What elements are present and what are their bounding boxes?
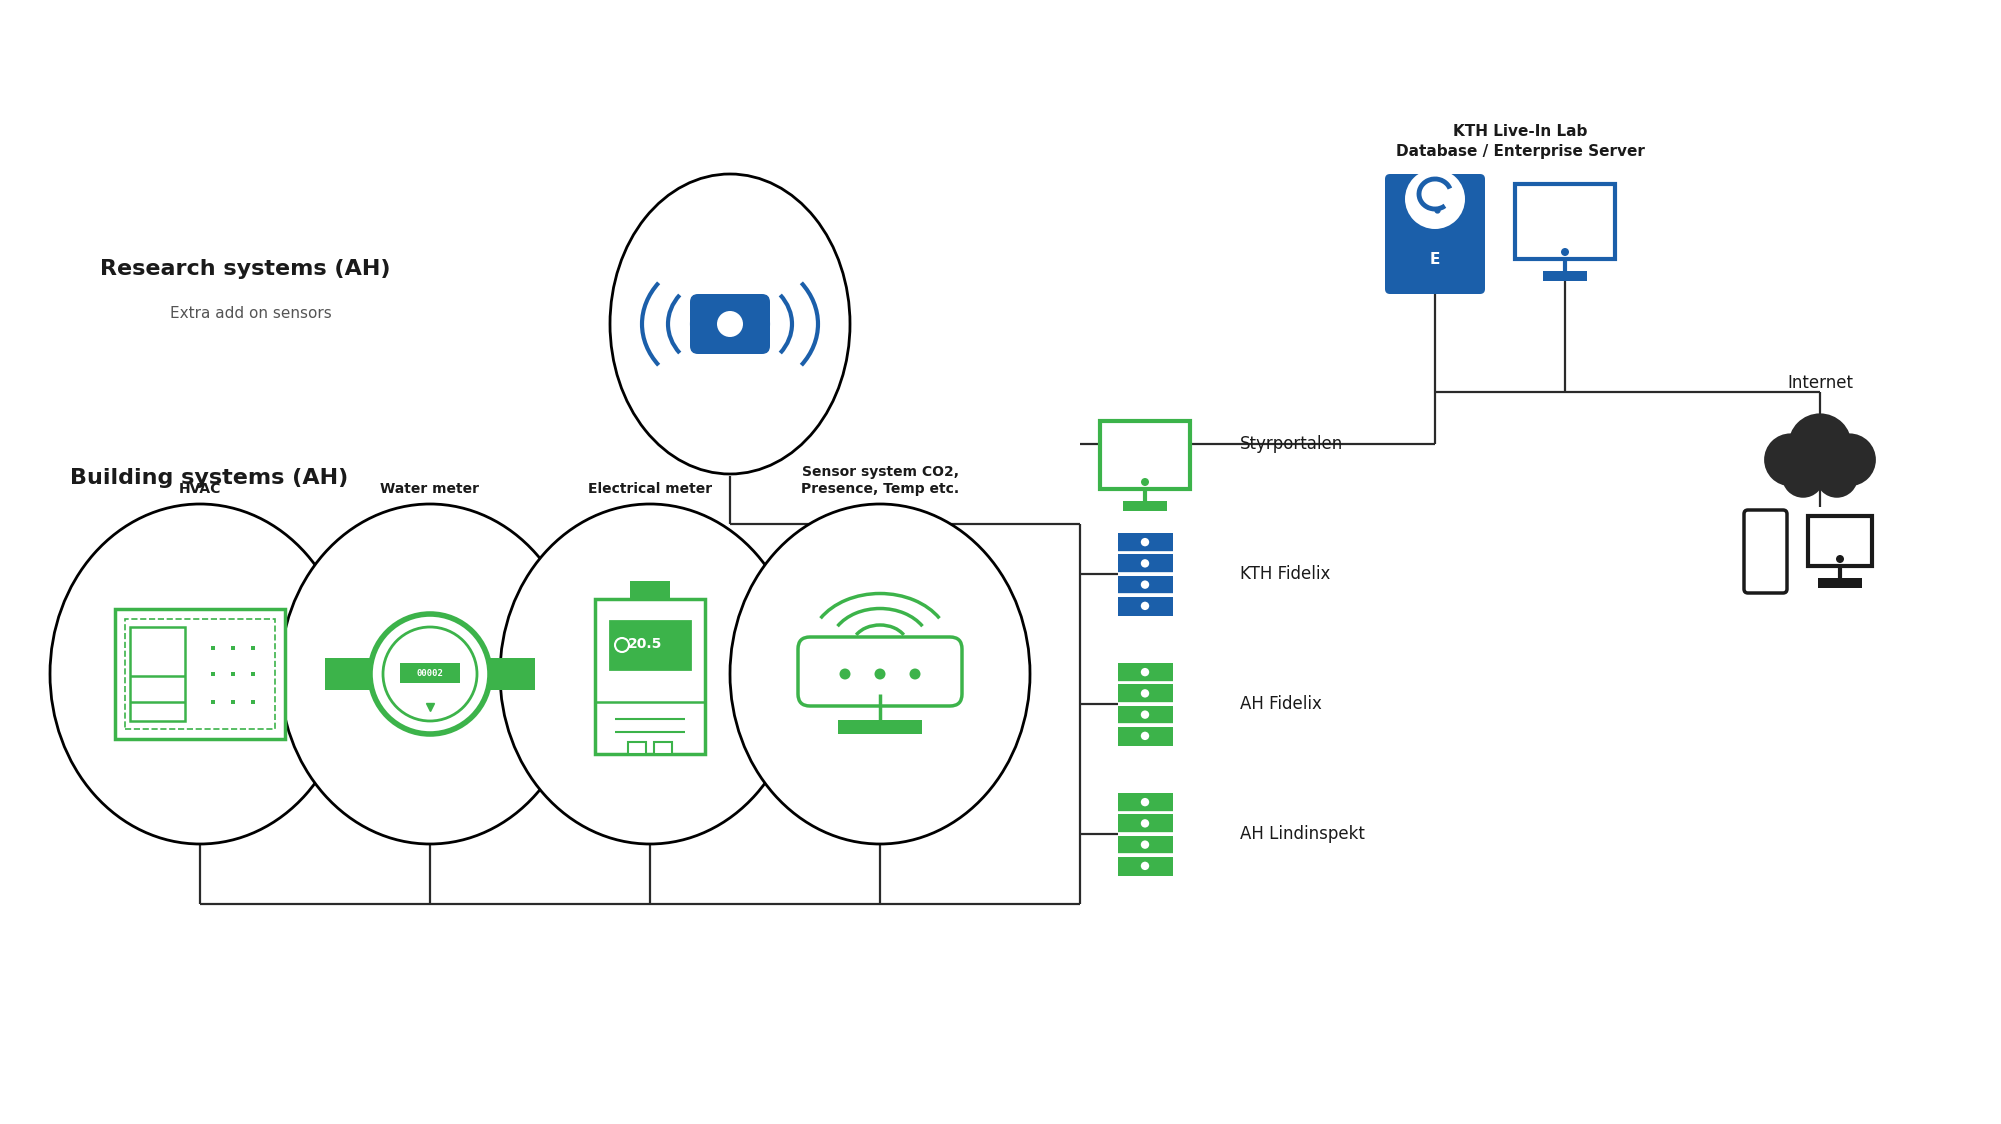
Circle shape xyxy=(614,638,628,652)
Circle shape xyxy=(1815,455,1859,498)
Ellipse shape xyxy=(610,174,850,474)
Text: HVAC: HVAC xyxy=(178,482,222,496)
Circle shape xyxy=(1141,732,1149,740)
Bar xyxy=(124,619,274,729)
Circle shape xyxy=(370,614,490,734)
Bar xyxy=(628,742,646,754)
Bar xyxy=(1117,597,1173,616)
Circle shape xyxy=(1405,169,1465,229)
Bar xyxy=(1117,554,1173,573)
Circle shape xyxy=(1141,862,1149,870)
Bar xyxy=(1117,706,1173,724)
Text: 20.5: 20.5 xyxy=(628,637,662,651)
Circle shape xyxy=(1141,819,1149,827)
Bar xyxy=(610,620,690,669)
Text: Extra add on sensors: Extra add on sensors xyxy=(170,307,332,321)
Text: KTH Live-In Lab
Database / Enterprise Server: KTH Live-In Lab Database / Enterprise Se… xyxy=(1395,124,1645,158)
Circle shape xyxy=(382,627,476,720)
Bar xyxy=(1543,271,1587,281)
Circle shape xyxy=(1141,798,1149,806)
FancyBboxPatch shape xyxy=(690,294,770,354)
Circle shape xyxy=(1141,559,1149,568)
Circle shape xyxy=(1561,248,1569,256)
FancyBboxPatch shape xyxy=(1745,510,1787,593)
Ellipse shape xyxy=(50,504,350,844)
Circle shape xyxy=(1141,689,1149,698)
Bar xyxy=(1515,184,1615,259)
FancyBboxPatch shape xyxy=(798,637,962,706)
Ellipse shape xyxy=(730,504,1031,844)
Text: Internet: Internet xyxy=(1787,374,1853,392)
Bar xyxy=(1123,501,1167,511)
Bar xyxy=(1117,835,1173,854)
Circle shape xyxy=(716,311,742,337)
Circle shape xyxy=(1141,710,1149,719)
Circle shape xyxy=(874,669,886,680)
Bar xyxy=(630,581,670,599)
Text: Water meter: Water meter xyxy=(380,482,480,496)
Bar xyxy=(1819,578,1863,588)
Text: AH Lindinspekt: AH Lindinspekt xyxy=(1241,825,1365,843)
Bar xyxy=(400,663,460,683)
Bar xyxy=(1807,516,1873,566)
Bar xyxy=(1117,533,1173,552)
Ellipse shape xyxy=(500,504,800,844)
Text: Electrical meter: Electrical meter xyxy=(588,482,712,496)
Bar xyxy=(1117,727,1173,745)
Text: AH Fidelix: AH Fidelix xyxy=(1241,695,1323,713)
Circle shape xyxy=(1141,478,1149,486)
Text: Research systems (AH): Research systems (AH) xyxy=(100,259,390,279)
Bar xyxy=(130,627,184,720)
Bar xyxy=(654,742,672,754)
Circle shape xyxy=(1141,538,1149,546)
Circle shape xyxy=(1141,841,1149,849)
Circle shape xyxy=(1789,414,1851,477)
Text: Styrportalen: Styrportalen xyxy=(1241,435,1343,453)
Text: Sensor system CO2,
Presence, Temp etc.: Sensor system CO2, Presence, Temp etc. xyxy=(800,464,958,496)
Circle shape xyxy=(1765,434,1817,487)
Text: E: E xyxy=(1431,252,1441,266)
Bar xyxy=(1117,685,1173,702)
Circle shape xyxy=(910,669,920,680)
Bar xyxy=(1117,575,1173,595)
Bar xyxy=(1117,856,1173,876)
Text: KTH Fidelix: KTH Fidelix xyxy=(1241,565,1331,583)
Ellipse shape xyxy=(280,504,580,844)
Bar xyxy=(1117,794,1173,812)
Circle shape xyxy=(1823,434,1875,487)
Bar xyxy=(324,658,534,690)
Circle shape xyxy=(1141,580,1149,589)
Bar xyxy=(1117,663,1173,682)
Circle shape xyxy=(1141,601,1149,610)
FancyBboxPatch shape xyxy=(1385,174,1485,294)
Bar xyxy=(1117,814,1173,833)
Circle shape xyxy=(1837,555,1845,563)
Bar xyxy=(838,720,922,734)
Circle shape xyxy=(1783,455,1825,498)
Circle shape xyxy=(1141,668,1149,677)
Text: Building systems (AH): Building systems (AH) xyxy=(70,468,348,488)
Bar xyxy=(1101,422,1191,489)
Text: 00002: 00002 xyxy=(416,669,444,678)
Bar xyxy=(114,609,284,738)
Circle shape xyxy=(840,669,850,680)
Bar xyxy=(594,599,704,754)
